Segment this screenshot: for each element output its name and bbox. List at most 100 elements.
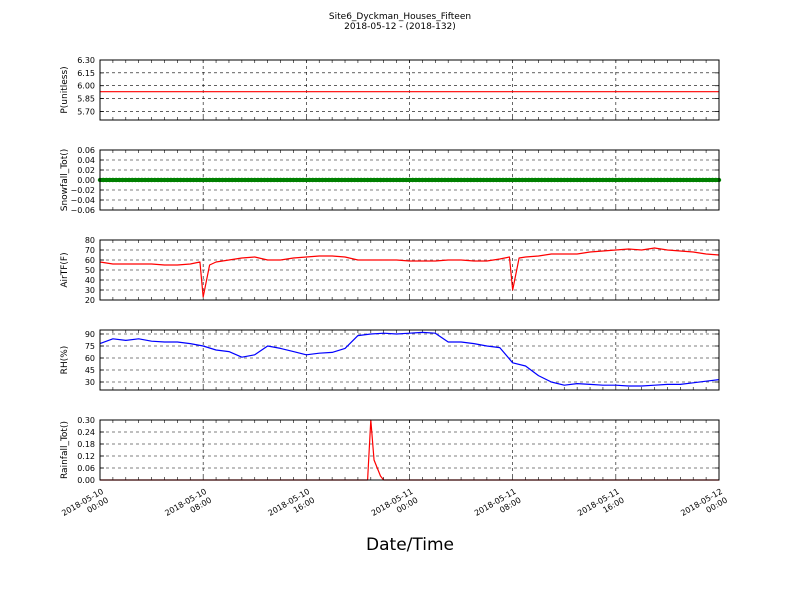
series-point: [159, 177, 164, 183]
series-point: [397, 177, 403, 183]
series-point: [545, 177, 551, 183]
series-point: [700, 177, 706, 183]
series-point: [181, 177, 187, 183]
series-point: [213, 177, 219, 183]
y-tick-label: 0.00: [77, 476, 95, 485]
series-point: [674, 177, 680, 183]
series-point: [168, 177, 174, 183]
series-point: [607, 177, 612, 183]
series-point: [130, 177, 135, 183]
series-point: [387, 177, 393, 183]
series-point: [139, 177, 145, 183]
series-point: [649, 177, 654, 183]
series-point: [255, 177, 261, 183]
series-point: [404, 177, 409, 183]
series-point: [178, 177, 183, 183]
y-tick-label: 0.06: [77, 146, 95, 155]
y-axis-label: Snowfall_Tot(): [60, 149, 70, 212]
panel-4: 90 75 60 45 30 RH(%): [60, 329, 720, 391]
series-point: [603, 177, 609, 183]
y-tick-label: −0.04: [70, 196, 95, 205]
series-point: [623, 177, 628, 183]
chart-title: Site6_Dyckman_Houses_Fifteen: [329, 12, 471, 22]
y-tick-label: −0.02: [70, 186, 95, 195]
series-point: [581, 177, 586, 183]
series-point: [420, 177, 425, 183]
series-point: [281, 177, 286, 183]
series-point: [329, 177, 335, 183]
series-point: [362, 177, 367, 183]
y-tick-label: 60: [85, 354, 95, 363]
series-point: [271, 177, 277, 183]
series-point: [462, 177, 467, 183]
series-point: [652, 177, 657, 183]
series-point: [426, 177, 432, 183]
series-point: [542, 177, 548, 183]
series-point: [384, 177, 390, 183]
series-point: [571, 177, 577, 183]
y-tick-label: 5.85: [77, 95, 95, 104]
x-tick-label: 2018-05-1100:00: [370, 487, 420, 527]
panel-1: 6.30 6.15 6.00 5.85 5.70 P(unitless): [60, 56, 720, 121]
series-point: [645, 177, 651, 183]
series-point: [565, 177, 570, 183]
series-point: [204, 177, 209, 183]
y-tick-label: 6.15: [77, 69, 95, 78]
series-point: [642, 177, 648, 183]
series-point: [307, 177, 312, 183]
y-tick-label: 0.24: [77, 428, 95, 437]
series-point: [491, 177, 496, 183]
series-point: [258, 177, 264, 183]
series-point: [339, 177, 344, 183]
series-point: [310, 177, 315, 183]
axes-frame: [99, 329, 720, 391]
series-point: [233, 177, 238, 183]
axes-frame: [99, 239, 720, 301]
series-point: [681, 177, 686, 183]
series-point: [429, 177, 435, 183]
series-point: [587, 177, 593, 183]
axes-frame: [99, 149, 720, 211]
series-point: [320, 177, 325, 183]
series-point: [703, 177, 709, 183]
series-point: [136, 177, 141, 183]
series-point: [407, 177, 412, 183]
series-point: [626, 177, 631, 183]
series-point: [487, 177, 493, 183]
series-point: [381, 177, 386, 183]
y-tick-label: 75: [85, 342, 95, 351]
series-point: [262, 177, 267, 183]
series-point: [629, 177, 635, 183]
series-point: [481, 177, 486, 183]
series-point: [400, 177, 406, 183]
series-point: [697, 177, 702, 183]
series-point: [439, 177, 444, 183]
series-point: [378, 177, 383, 183]
series-point: [558, 177, 564, 183]
series-point: [165, 177, 170, 183]
series-point: [210, 177, 216, 183]
series-point: [107, 177, 112, 183]
series-point: [104, 177, 109, 183]
y-tick-label: 60: [85, 256, 95, 265]
series-point: [668, 177, 673, 183]
series-point: [710, 177, 715, 183]
y-axis-label: AirTF(F): [60, 252, 70, 287]
series-point: [707, 177, 712, 183]
series-point: [597, 177, 602, 183]
y-tick-label: 0.12: [77, 452, 95, 461]
series-point: [465, 177, 470, 183]
series-point: [442, 177, 448, 183]
series-point: [294, 177, 299, 183]
series-point: [113, 177, 119, 183]
series-point: [117, 177, 122, 183]
series-point: [578, 177, 583, 183]
series-point: [333, 177, 338, 183]
series-point: [513, 177, 519, 183]
series-point: [445, 177, 451, 183]
series-point: [191, 177, 196, 183]
series-point: [510, 177, 515, 183]
x-tick-label: 2018-05-1108:00: [473, 487, 523, 527]
series-point: [639, 177, 644, 183]
series-point: [239, 177, 245, 183]
